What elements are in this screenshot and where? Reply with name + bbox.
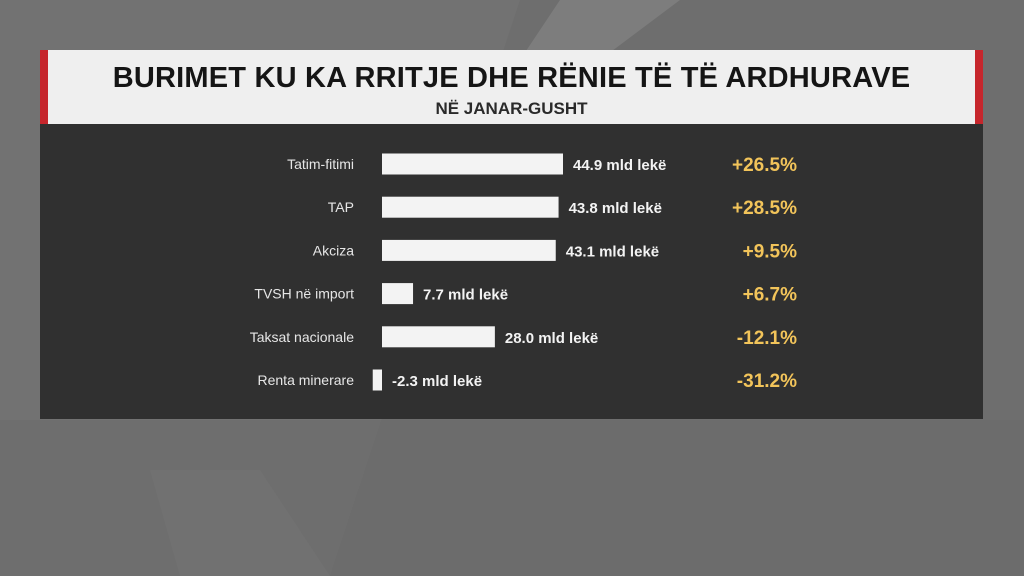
data-label: 44.9 mld lekë <box>573 157 666 174</box>
data-label: 28.0 mld lekë <box>505 330 598 347</box>
bar <box>382 326 495 348</box>
category-label: Tatim-fitimi <box>287 156 354 172</box>
category-label: Taksat nacionale <box>250 329 355 345</box>
bar <box>382 153 563 175</box>
data-label: 43.8 mld lekë <box>569 200 662 217</box>
bar <box>382 196 559 218</box>
change-percent: -31.2% <box>737 371 797 392</box>
bar-chart: Tatim-fitimi 44.9 mld lekë +26.5% TAP 43.8 m… <box>250 153 798 392</box>
data-label: -2.3 mld lekë <box>392 373 482 390</box>
accent-bar-left <box>40 50 48 124</box>
change-percent: +9.5% <box>743 241 798 262</box>
category-label: Renta minerare <box>258 372 355 388</box>
change-percent: +28.5% <box>732 198 797 219</box>
bar <box>372 369 382 391</box>
category-label: Akciza <box>313 242 354 258</box>
data-label: 43.1 mld lekë <box>566 243 659 260</box>
accent-bar-right <box>975 50 983 124</box>
change-percent: +26.5% <box>732 155 797 176</box>
data-label: 7.7 mld lekë <box>423 287 508 304</box>
change-percent: +6.7% <box>743 285 798 306</box>
chart-panel: Tatim-fitimi 44.9 mld lekë +26.5% TAP 43.8 m… <box>40 124 983 419</box>
bar <box>382 283 414 305</box>
category-label: TAP <box>328 199 354 215</box>
chart-title: BURIMET KU KA RRITJE DHE RËNIE TË TË ARD… <box>112 62 911 94</box>
title-banner: BURIMET KU KA RRITJE DHE RËNIE TË TË ARD… <box>40 50 983 124</box>
category-label: TVSH në import <box>254 286 354 302</box>
change-percent: -12.1% <box>737 328 797 349</box>
chart-subtitle: NË JANAR-GUSHT <box>435 99 588 118</box>
bar <box>382 239 556 261</box>
